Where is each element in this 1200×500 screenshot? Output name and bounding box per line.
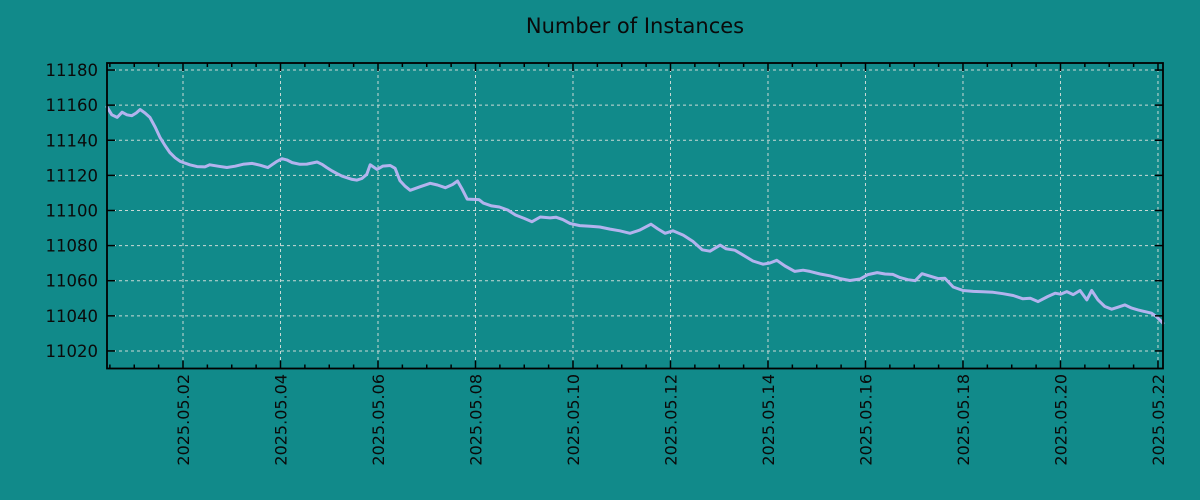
x-tick-label: 2025.05.02 (174, 374, 193, 466)
y-tick-label: 11160 (46, 96, 99, 115)
y-tick-label: 11100 (46, 201, 99, 220)
y-tick-label: 11080 (46, 237, 99, 256)
y-tick-label: 11020 (46, 342, 99, 361)
x-tick-label: 2025.05.04 (271, 374, 290, 466)
x-tick-label: 2025.05.10 (564, 374, 583, 466)
x-tick-label: 2025.05.16 (856, 374, 875, 466)
x-tick-label: 2025.05.22 (1149, 374, 1168, 466)
x-tick-label: 2025.05.12 (661, 374, 680, 466)
x-tick-label: 2025.05.14 (759, 374, 778, 466)
plot-border (106, 62, 1164, 370)
y-tick-label: 11140 (46, 131, 99, 150)
y-tick-label: 11180 (46, 61, 99, 80)
y-tick-label: 11120 (46, 166, 99, 185)
x-tick-label: 2025.05.06 (369, 374, 388, 466)
x-tick-label: 2025.05.20 (1051, 374, 1070, 466)
y-tick-label: 11040 (46, 307, 99, 326)
chart-title: Number of Instances (525, 14, 745, 38)
x-tick-label: 2025.05.08 (466, 374, 485, 466)
series-line (105, 105, 1165, 325)
y-tick-label: 11060 (46, 272, 99, 291)
x-tick-label: 2025.05.18 (954, 374, 973, 466)
